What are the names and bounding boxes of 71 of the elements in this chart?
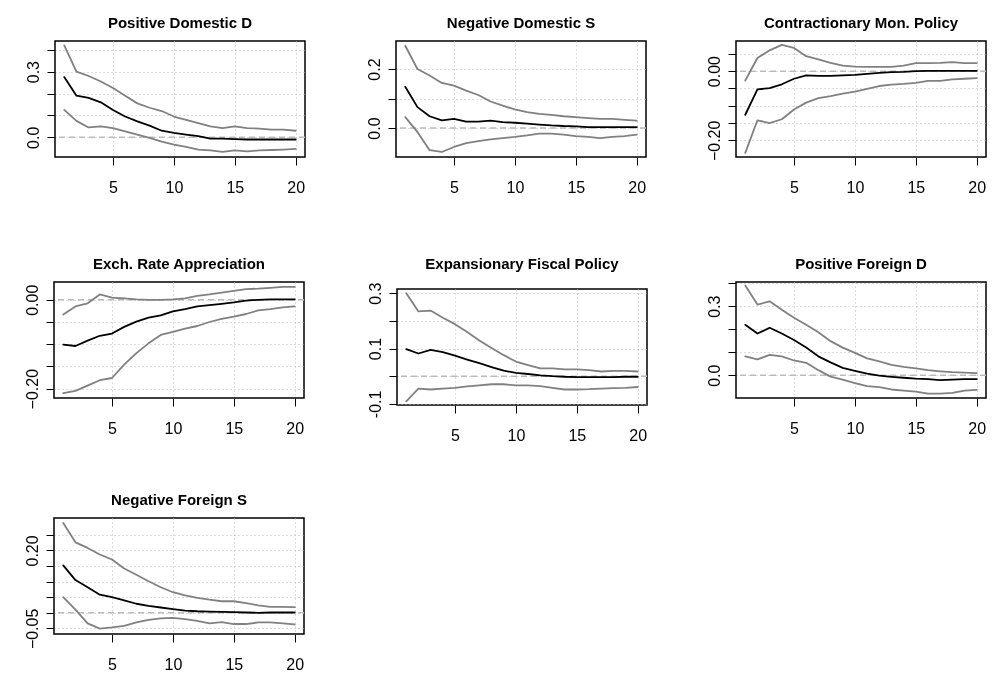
x-tick-label: 20: [968, 419, 987, 437]
x-tick-label: 5: [450, 178, 460, 196]
line-series: [405, 348, 639, 378]
chart-title: Negative Domestic S: [446, 14, 596, 31]
line-series: [63, 76, 297, 141]
chart-title: Positive Domestic D: [107, 14, 253, 31]
x-tick-label: 10: [164, 419, 183, 437]
y-tick-label: −0.20: [23, 368, 41, 410]
line-series: [404, 85, 638, 129]
x-tick-label: 10: [165, 178, 184, 196]
y-tick-label: 0.3: [366, 282, 384, 305]
line-series: [404, 44, 638, 122]
x-tick-label: 20: [286, 419, 305, 437]
y-tick-label: 0.0: [24, 126, 42, 149]
x-tick-label: 20: [287, 178, 306, 196]
line-series: [744, 43, 978, 82]
x-tick-label: 5: [109, 178, 119, 196]
y-tick-label: 0.0: [705, 364, 723, 387]
line-series: [744, 354, 978, 395]
line-series: [62, 596, 296, 630]
chart-title: Positive Foreign D: [795, 255, 928, 272]
chart-title: Expansionary Fiscal Policy: [425, 255, 620, 273]
x-tick-label: 5: [108, 419, 118, 437]
chart-title: Exch. Rate Appreciation: [93, 255, 265, 272]
line-series: [405, 292, 639, 373]
x-tick-label: 5: [790, 419, 800, 437]
x-tick-label: 5: [451, 426, 461, 444]
line-series: [744, 77, 978, 154]
line-series: [63, 109, 297, 153]
line-series: [744, 284, 978, 375]
line-series: [405, 383, 639, 403]
line-series: [404, 116, 638, 153]
line-series: [62, 522, 296, 609]
y-tick-label: 0.1: [366, 337, 384, 361]
line-series: [62, 285, 296, 316]
x-tick-label: 20: [629, 426, 648, 444]
y-tick-label: −0.20: [705, 120, 723, 162]
x-tick-label: 15: [568, 426, 587, 444]
line-series: [63, 44, 297, 132]
y-tick-label: 0.0: [365, 117, 383, 140]
x-tick-label: 10: [507, 426, 526, 444]
x-tick-label: 15: [567, 178, 586, 196]
x-tick-label: 15: [907, 178, 926, 196]
y-tick-label: 0.3: [705, 295, 723, 318]
line-series: [62, 564, 296, 614]
x-tick-label: 10: [846, 178, 865, 196]
x-tick-label: 20: [968, 178, 987, 196]
x-tick-label: 15: [225, 655, 244, 673]
x-tick-label: 20: [286, 655, 305, 673]
x-tick-label: 20: [628, 178, 647, 196]
line-series: [62, 305, 296, 395]
x-tick-label: 5: [108, 655, 118, 673]
line-series: [744, 323, 978, 381]
y-tick-label: -0.1: [366, 390, 384, 419]
x-tick-label: 10: [846, 419, 865, 437]
y-tick-label: −0.05: [23, 608, 41, 650]
x-tick-label: 15: [225, 419, 244, 437]
chart-title: Contractionary Mon. Policy: [763, 14, 959, 31]
y-tick-label: 0.20: [23, 535, 41, 567]
line-series: [744, 69, 978, 116]
y-tick-label: 0.2: [365, 58, 383, 81]
x-tick-label: 10: [506, 178, 525, 196]
x-tick-label: 15: [226, 178, 245, 196]
y-tick-label: 0.00: [23, 284, 41, 316]
chart-title: Negative Foreign S: [111, 491, 247, 508]
y-tick-label: 0.3: [24, 60, 42, 84]
x-tick-label: 10: [164, 655, 183, 673]
line-series: [62, 298, 296, 347]
y-tick-label: 0.00: [705, 55, 723, 88]
x-tick-label: 5: [790, 178, 800, 196]
x-tick-label: 15: [907, 419, 926, 437]
